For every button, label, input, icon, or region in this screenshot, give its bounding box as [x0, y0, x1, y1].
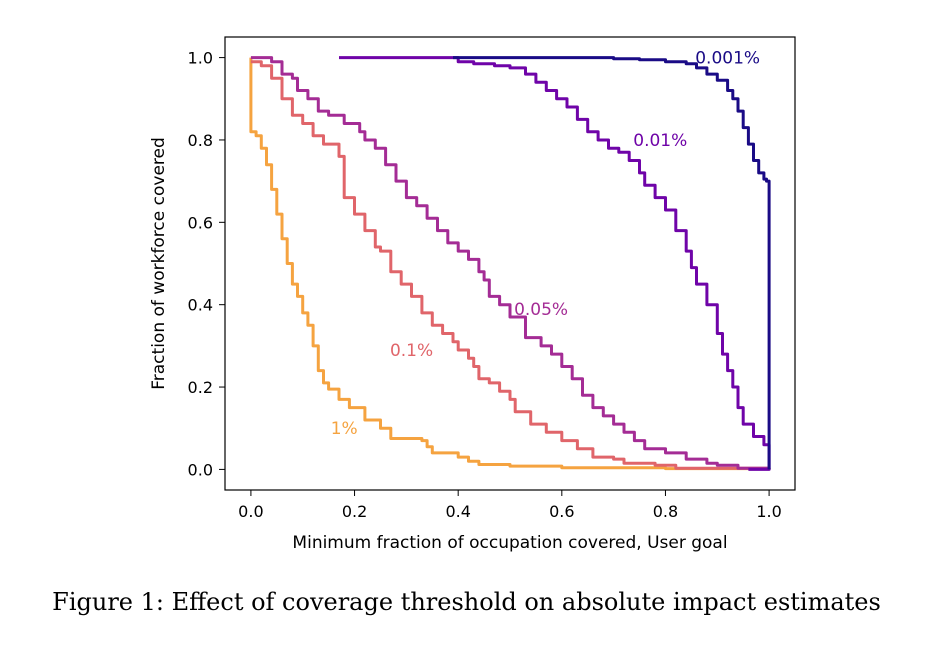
y-tick-label: 0.6	[188, 213, 213, 232]
x-axis-label: Minimum fraction of occupation covered, …	[292, 533, 727, 553]
y-tick-label: 1.0	[188, 49, 213, 68]
x-tick-label: 0.6	[549, 502, 574, 521]
series-line-0-001	[453, 56, 771, 470]
series-line-1	[249, 57, 771, 471]
series-label-0-05: 0.05%	[514, 300, 568, 320]
x-tick-label: 1.0	[756, 502, 781, 521]
y-tick-label: 0.0	[188, 460, 213, 479]
y-tick-label: 0.2	[188, 378, 213, 397]
y-tick-label: 0.4	[188, 296, 213, 315]
figure-caption: Figure 1: Effect of coverage threshold o…	[52, 588, 881, 616]
series-label-0-001: 0.001%	[695, 49, 760, 69]
series-line-0-1	[250, 60, 771, 470]
series-line-0-05	[250, 56, 771, 470]
x-tick-label: 0.2	[342, 502, 367, 521]
series-label-1: 1%	[331, 419, 358, 439]
series-line-0-01	[339, 56, 771, 471]
plot-frame	[224, 36, 796, 491]
series-label-0-1: 0.1%	[390, 341, 433, 361]
y-axis-label: Fraction of workforce covered	[149, 137, 169, 390]
tick-layer: 0.0 0.2 0.4 0.6 0.8 1.0 0.0 0.2 0.4 0.6 0.8 1.0	[188, 49, 782, 521]
y-tick-label: 0.8	[188, 131, 213, 150]
series-layer: 1% 0.1% 0.05% 0.01% 0.001%	[249, 49, 771, 471]
x-tick-label: 0.4	[445, 502, 470, 521]
series-label-0-01: 0.01%	[633, 131, 687, 151]
x-tick-label: 0.8	[653, 502, 678, 521]
x-tick-label: 0.0	[238, 502, 263, 521]
